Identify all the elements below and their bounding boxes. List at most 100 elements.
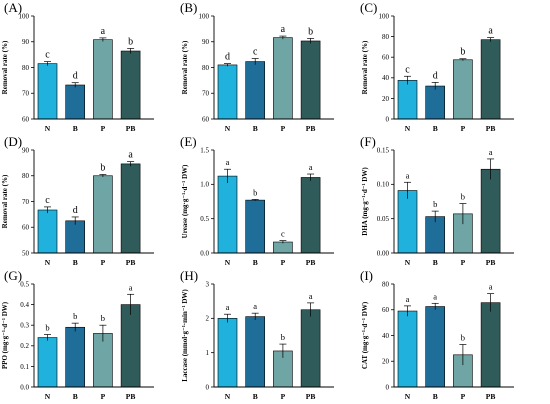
panel-4-label: (E) <box>180 134 197 149</box>
panel-5-label: (F) <box>360 134 376 149</box>
panel-0-ytick-label: 80 <box>22 64 30 72</box>
panel-8-xtick-N: N <box>405 392 411 401</box>
panel-6-ytick-label: 0.4 <box>20 301 29 309</box>
panel-7-ytick-label: 1 <box>206 349 210 357</box>
panel-4-bar-P <box>273 241 293 254</box>
panel-5-ylabel: DHA (mg·g⁻¹·d⁻¹ DW) <box>361 167 369 236</box>
panel-3-xtick-B: B <box>73 258 78 267</box>
panel-6-ytick-label: 0.1 <box>20 363 29 371</box>
panel-7-xtick-N: N <box>225 392 231 401</box>
panel-2-bar-B <box>425 85 446 120</box>
panel-3-bar-N <box>37 209 58 254</box>
panel-0-ytick-label: 90 <box>22 38 30 46</box>
panel-1-ylabel: Removal rate (%) <box>181 40 189 94</box>
panel-5-sig-PB: a <box>489 147 493 157</box>
panel-1-sig-P: a <box>281 24 286 35</box>
panel-5-ytick-label: 0.05 <box>377 215 390 223</box>
panel-3-sig-PB: a <box>128 150 133 161</box>
panel-6-ytick-label: 0.0 <box>20 383 29 391</box>
panel-8-ytick-label: 60 <box>382 306 390 314</box>
panel-0-sig-N: c <box>45 50 50 61</box>
panel-2-bar-PB <box>480 39 501 120</box>
panel-6-sig-B: b <box>73 311 77 321</box>
panel-4-sig-B: b <box>253 187 257 197</box>
panel-1-sig-N: d <box>225 52 230 63</box>
panel-3-ytick-label: 50 <box>22 249 30 257</box>
panel-6-bar-B <box>65 326 85 388</box>
panel-3-label: (D) <box>4 134 22 149</box>
panel-3-bar-PB <box>120 163 141 254</box>
panel-4-xtick-N: N <box>225 258 231 267</box>
panel-7-sig-N: a <box>226 302 230 312</box>
panel-2-ytick-label: 100 <box>379 12 390 20</box>
panel-5-sig-N: a <box>406 170 410 180</box>
panel-6-sig-P: b <box>101 313 105 323</box>
panel-1-ytick-label: 70 <box>202 90 210 98</box>
panel-1-bar-P <box>273 37 293 120</box>
panel-2-ytick-label: 80 <box>382 33 390 41</box>
panel-0-bar-P <box>93 39 113 120</box>
panel-7-sig-B: a <box>253 301 257 311</box>
panel-2-ytick-label: 60 <box>382 54 390 62</box>
panel-3-ytick-label: 70 <box>22 198 30 206</box>
panel-1-xtick-N: N <box>225 124 231 133</box>
panel-4-bar-N <box>217 175 238 254</box>
panel-3-ytick-label: 60 <box>22 224 30 232</box>
panel-4-bar-PB <box>300 177 321 254</box>
panel-1-bar-N <box>217 64 238 120</box>
panel-5-sig-B: b <box>433 199 437 209</box>
panel-8-xtick-P: P <box>461 392 466 401</box>
panel-5-sig-P: b <box>461 192 465 202</box>
panel-1-ytick-label: 60 <box>202 115 210 123</box>
panel-0-ytick-label: 60 <box>22 115 30 123</box>
panel-0-xtick-N: N <box>45 124 51 133</box>
panel-6-ytick-label: 0.5 <box>20 280 29 288</box>
panel-6-label: (G) <box>4 268 22 283</box>
panel-3-ylabel: Removal rate (%) <box>1 174 9 228</box>
panel-8-xtick-B: B <box>433 392 438 401</box>
panel-5-ytick-label: 0.15 <box>377 146 390 154</box>
panel-4-xtick-PB: PB <box>306 258 316 267</box>
panel-6-bar-PB <box>120 304 141 388</box>
panel-8-sig-N: a <box>406 294 410 304</box>
panel-6-xtick-B: B <box>73 392 78 401</box>
panel-8-sig-P: b <box>461 333 465 343</box>
panel-1-bar-B <box>245 61 265 120</box>
panel-1-xtick-P: P <box>281 124 286 133</box>
panel-7-bar-PB <box>300 309 321 388</box>
panel-8-ytick-label: 0 <box>386 383 390 391</box>
panel-8-bar-N <box>397 310 418 388</box>
panel-0-ytick-label: 70 <box>22 90 30 98</box>
panel-8-ytick-label: 80 <box>382 280 390 288</box>
panel-1-ytick-label: 90 <box>202 38 210 46</box>
panel-7-xtick-PB: PB <box>306 392 316 401</box>
panel-0-xtick-PB: PB <box>126 124 136 133</box>
panel-3-bar-B <box>65 220 85 254</box>
panel-4-sig-N: a <box>226 157 230 167</box>
panel-5-bar-PB <box>480 168 501 254</box>
panel-6-ytick-label: 0.3 <box>20 322 29 330</box>
panel-5-xtick-P: P <box>461 258 466 267</box>
panel-8-sig-PB: a <box>489 282 493 292</box>
panel-7-ytick-label: 2 <box>206 315 210 323</box>
panel-7-label: (H) <box>180 268 198 283</box>
panel-6-bar-N <box>37 337 58 388</box>
panel-2-bar-P <box>453 59 473 120</box>
panel-2-xtick-B: B <box>433 124 438 133</box>
panel-3-sig-N: c <box>45 195 50 206</box>
panel-4-ytick-label: 1.0 <box>200 181 209 189</box>
panel-5-ytick-label: 0.10 <box>377 181 390 189</box>
panel-7-sig-P: b <box>281 332 285 342</box>
panel-4-xtick-P: P <box>281 258 286 267</box>
panel-8-xtick-PB: PB <box>486 392 496 401</box>
panel-2-sig-P: b <box>460 47 465 58</box>
panel-4-ytick-label: 1.5 <box>200 146 209 154</box>
panel-1-ytick-label: 100 <box>199 12 210 20</box>
panel-2-sig-N: c <box>405 64 410 75</box>
panel-0-sig-B: d <box>73 71 78 82</box>
panel-7-ytick-label: 0 <box>206 383 210 391</box>
panel-6-xtick-PB: PB <box>126 392 136 401</box>
panel-3-bar-P <box>93 175 113 254</box>
panel-7-sig-PB: a <box>309 291 313 301</box>
